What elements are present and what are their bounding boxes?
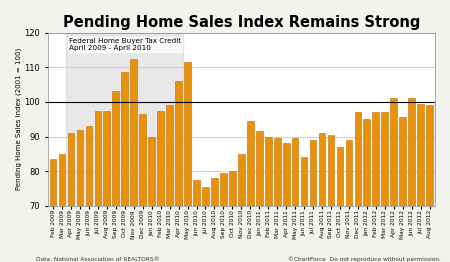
Bar: [148, 137, 155, 262]
Bar: [417, 103, 424, 262]
Bar: [426, 105, 433, 262]
Bar: [166, 105, 173, 262]
Bar: [364, 119, 370, 262]
Text: Data: National Association of REALTORS®: Data: National Association of REALTORS®: [36, 257, 159, 262]
Bar: [104, 111, 110, 262]
Bar: [184, 62, 191, 262]
Y-axis label: Pending Home Sales Index (2001 = 100): Pending Home Sales Index (2001 = 100): [15, 48, 22, 190]
Bar: [301, 157, 307, 262]
Bar: [265, 137, 272, 262]
Bar: [382, 112, 388, 262]
Bar: [292, 138, 298, 262]
Bar: [319, 133, 325, 262]
Bar: [211, 178, 218, 262]
Text: Federal Home Buyer Tax Credit
April 2009 - April 2010: Federal Home Buyer Tax Credit April 2009…: [69, 38, 181, 51]
Bar: [130, 58, 137, 262]
Bar: [310, 140, 316, 262]
Bar: [346, 140, 352, 262]
Bar: [337, 147, 343, 262]
Bar: [238, 154, 245, 262]
Bar: [220, 173, 227, 262]
Bar: [86, 126, 92, 262]
Bar: [67, 32, 183, 206]
Bar: [229, 171, 236, 262]
Bar: [50, 159, 56, 262]
Bar: [408, 99, 415, 262]
Text: ©ChartForce  Do not reproduce without permission.: ©ChartForce Do not reproduce without per…: [288, 256, 441, 262]
Bar: [256, 131, 263, 262]
Bar: [283, 144, 289, 262]
Bar: [175, 81, 182, 262]
Bar: [202, 187, 209, 262]
Bar: [68, 133, 74, 262]
Bar: [247, 121, 254, 262]
Bar: [94, 111, 101, 262]
Bar: [158, 111, 164, 262]
Title: Pending Home Sales Index Remains Strong: Pending Home Sales Index Remains Strong: [63, 15, 420, 30]
Bar: [58, 154, 65, 262]
Bar: [122, 72, 128, 262]
Bar: [274, 138, 280, 262]
Bar: [76, 130, 83, 262]
Bar: [399, 117, 406, 262]
Bar: [355, 112, 361, 262]
Bar: [391, 99, 397, 262]
Bar: [373, 112, 379, 262]
Bar: [112, 91, 119, 262]
Bar: [140, 114, 146, 262]
Bar: [193, 180, 200, 262]
Bar: [328, 135, 334, 262]
